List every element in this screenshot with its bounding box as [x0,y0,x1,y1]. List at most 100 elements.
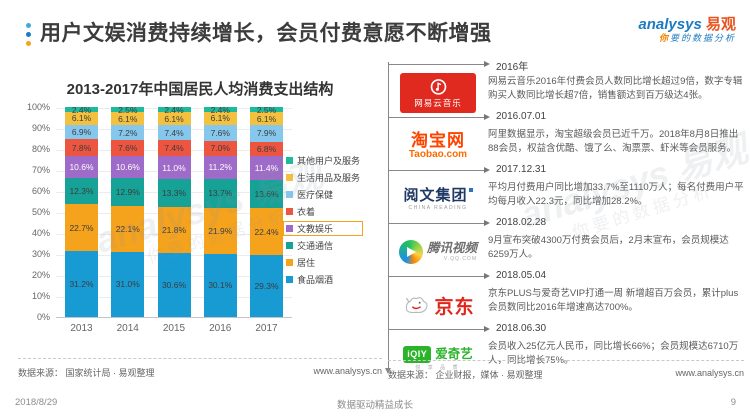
segment-value: 7.4% [164,127,184,138]
segment-value: 10.6% [115,162,140,173]
timeline-source: 数据来源： 企业财报，媒体 · 易观整理 [388,370,543,380]
y-tick-label: 100% [26,102,50,112]
footer-date: 2018/8/29 [15,397,58,408]
legend-item-居住: 居住 [286,258,360,268]
segment-value: 10.6% [69,161,94,172]
chart-legend: 其他用户及服务 生活用品及服务 医疗保健 衣着 文教娱乐 交通通信 居住 食品烟酒 [282,156,364,292]
segment-value: 12.9% [115,186,140,197]
iqiyi-logo: iQIY 爱奇艺 悦 享 品 质 [392,337,484,379]
segment-交通通信: 12.3% [65,178,98,204]
legend-label: 居住 [297,258,316,268]
segment-文教娱乐: 11.0% [157,155,191,180]
legend-label: 医疗保健 [297,190,334,200]
segment-衣着: 6.8% [250,141,283,156]
segment-文教娱乐: 11.4% [250,155,283,180]
legend-swatch [286,276,293,283]
analysys-logo: analysys 易观 你要的数据分析 [638,16,736,44]
segment-value: 13.6% [254,188,279,199]
segment-生活用品及服务: 6.1% [157,112,191,125]
segment-value: 29.3% [254,280,279,291]
dashed-divider [18,358,382,359]
brand-tagline-accent: 你 [658,33,670,44]
legend-item-食品烟酒: 食品烟酒 [286,275,360,285]
segment-医疗保健: 7.2% [111,125,145,141]
segment-交通通信: 13.7% [203,179,237,208]
page-title: 用户文娱消费持续增长，会员付费意愿不断增强 [40,22,492,45]
segment-医疗保健: 7.6% [203,124,237,141]
timeline-panel: 2016年 网易云音乐 网易云音乐2016年付费会员人数同比增长超过9倍，数字专… [385,58,744,398]
segment-value: 13.3% [161,187,187,198]
y-tick-label: 70% [31,165,50,175]
logo-label: 网易云音乐 [414,98,462,108]
brand-tagline: 要的数据分析 [669,33,736,44]
segment-value: 6.1% [256,113,277,124]
segment-衣着: 7.8% [65,139,98,156]
logo-sublabel: Taobao.com [408,148,468,160]
segment-value: 7.8% [71,142,92,153]
segment-value: 2.5% [118,104,138,115]
segment-食品烟酒: 31.0% [111,251,145,317]
segment-value: 22.4% [254,226,279,237]
segment-医疗保健: 7.4% [157,124,191,141]
logo-sublabel: V.QQ.COM [443,255,477,262]
segment-居住: 21.9% [203,207,237,254]
legend-label: 生活用品及服务 [297,173,361,183]
x-tick-label: 2016 [209,323,232,334]
segment-value: 31.2% [69,278,94,289]
legend-swatch [286,242,293,249]
event-description: 会员收入25亿元人民币，同比增长66%；会员规模达6710万人，同比增长75%。 [488,341,739,366]
segment-居住: 22.4% [250,208,283,256]
chart-source: 数据来源： 国家统计局 · 易观整理 [18,368,155,378]
event-date: 2017.12.31 [496,164,547,175]
segment-食品烟酒: 30.1% [203,253,237,317]
logo-sublabel: CHINA READING [408,204,468,211]
y-tick-label: 0% [36,312,50,322]
segment-衣着: 7.4% [157,140,191,156]
legend-item-其他用户及服务: 其他用户及服务 [286,156,361,166]
event-description: 京东PLUS与爱奇艺VIP打通一周 新增超百万会员，累计plus会员数同比201… [488,288,739,313]
event-date: 2016.07.01 [496,111,547,122]
x-tick-label: 2015 [162,323,186,334]
y-tick-label: 50% [31,207,50,217]
jd-dog-icon [406,297,429,314]
timeline-arrow-icon [388,114,490,120]
segment-value: 11.4% [254,162,279,173]
event-date: 2018.02.28 [496,217,547,228]
analysys-site-link[interactable]: www.analysys.cn [313,366,382,376]
y-tick-label: 20% [31,270,50,280]
segment-value: 6.8% [256,143,277,154]
legend-item-生活用品及服务: 生活用品及服务 [286,173,361,183]
segment-value: 6.1% [118,113,138,124]
bar-2013: 31.2% 22.7% 12.3% 10.6% 7.8% 6.9% 6.1% 2.4% [65,105,98,317]
page-footer: 2018/8/29 数据驱动精益成长 9 [0,397,750,417]
segment-value: 7.2% [118,127,138,138]
segment-文教娱乐: 11.2% [203,155,237,180]
iqiyi-badge-icon: iQIY [403,345,432,363]
legend-swatch [286,174,293,181]
event-description: 阿里数据显示，淘宝超级会员已近千万。2018年8月8日推出88会员，权益含优酷、… [488,129,739,154]
segment-文教娱乐: 10.6% [111,156,145,179]
segment-食品烟酒: 30.6% [157,252,191,317]
segment-其他用户及服务: 2.4% [157,105,191,113]
timeline-arrow-icon [388,220,490,226]
bar-2014: 31.0% 22.1% 12.9% 10.6% 7.6% 7.2% 6.1% 2.5% [111,104,145,317]
brand-name-cn: 易观 [705,16,736,33]
segment-衣着: 7.6% [111,140,145,157]
segment-食品烟酒: 29.3% [250,255,283,317]
logo-label: 腾讯视频 [426,241,477,256]
segment-衣着: 7.0% [203,140,237,156]
play-button-icon [398,240,423,264]
legend-swatch [286,225,293,232]
x-tick-label: 2017 [255,323,278,334]
segment-value: 21.8% [161,224,187,235]
event-description: 平均月付费用户同比增加33.7%至1110万人；每名付费用户平均每月收入22.3… [488,182,744,207]
segment-居住: 21.8% [157,206,191,253]
segment-value: 30.1% [208,280,233,291]
segment-居住: 22.7% [65,203,98,252]
analysys-site-link[interactable]: www.analysys.cn [675,368,744,378]
segment-医疗保健: 6.9% [65,124,98,140]
segment-value: 6.1% [71,113,92,124]
legend-label: 其他用户及服务 [297,156,361,166]
segment-value: 11.0% [162,162,186,173]
bars: 31.2% 22.7% 12.3% 10.6% 7.8% 6.9% 6.1% 2.4% 31.0… [56,104,292,317]
